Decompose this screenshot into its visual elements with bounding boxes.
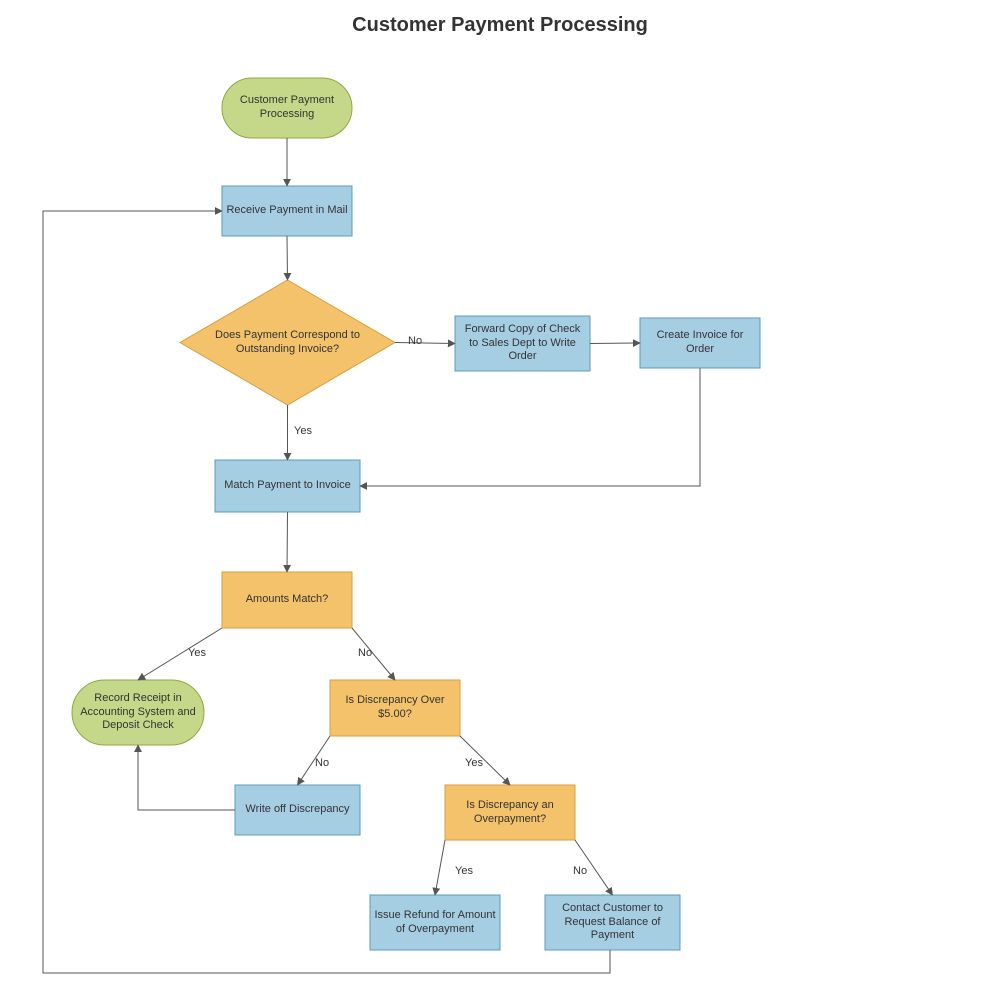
edge-label: No bbox=[573, 865, 587, 877]
node-amounts: Amounts Match? bbox=[222, 572, 352, 628]
node-forward: Forward Copy of Check to Sales Dept to W… bbox=[455, 316, 590, 371]
edge-label: Yes bbox=[455, 865, 473, 877]
node-start: Customer Payment Processing bbox=[222, 78, 352, 138]
node-writeoff: Write off Discrepancy bbox=[235, 785, 360, 835]
edge-label: No bbox=[315, 757, 329, 769]
node-corresp: Does Payment Correspond to Outstanding I… bbox=[180, 280, 395, 405]
edge-label: Yes bbox=[294, 425, 312, 437]
node-overpay: Is Discrepancy an Overpayment? bbox=[445, 785, 575, 840]
node-createinv: Create Invoice for Order bbox=[640, 318, 760, 368]
node-record: Record Receipt in Accounting System and … bbox=[72, 680, 204, 745]
node-refund: Issue Refund for Amount of Overpayment bbox=[370, 895, 500, 950]
flowchart-canvas bbox=[0, 0, 1000, 1000]
node-match: Match Payment to Invoice bbox=[215, 460, 360, 512]
node-over5: Is Discrepancy Over $5.00? bbox=[330, 680, 460, 736]
edge-label: Yes bbox=[465, 757, 483, 769]
edge-label: No bbox=[358, 647, 372, 659]
node-contact: Contact Customer to Request Balance of P… bbox=[545, 895, 680, 950]
edge-label: Yes bbox=[188, 647, 206, 659]
node-receive: Receive Payment in Mail bbox=[222, 186, 352, 236]
edge-label: No bbox=[408, 335, 422, 347]
